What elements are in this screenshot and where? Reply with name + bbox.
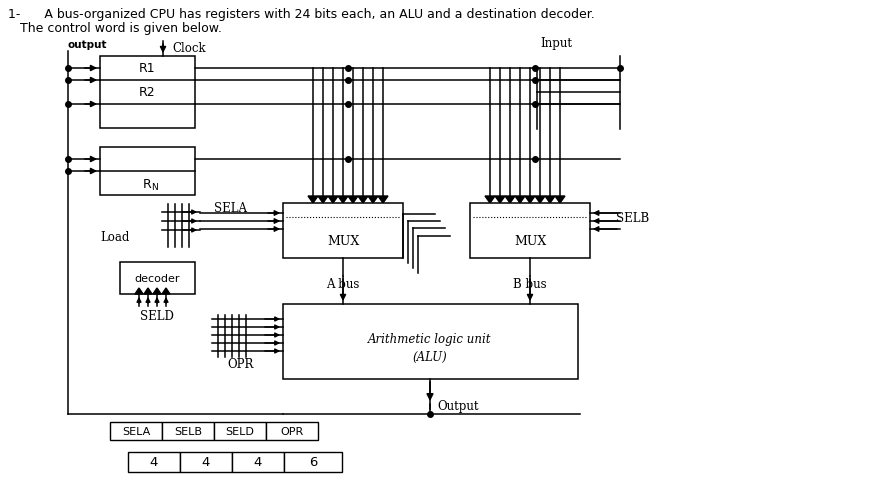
Text: 6: 6 xyxy=(309,455,317,469)
Polygon shape xyxy=(495,197,505,204)
Polygon shape xyxy=(135,288,143,294)
Text: SELA: SELA xyxy=(214,201,247,214)
Polygon shape xyxy=(555,197,565,204)
Text: 4: 4 xyxy=(202,455,210,469)
Text: N: N xyxy=(152,183,158,192)
Text: Input: Input xyxy=(540,36,572,49)
Bar xyxy=(128,452,180,472)
Text: R2: R2 xyxy=(139,86,156,99)
Polygon shape xyxy=(308,197,318,204)
Bar xyxy=(100,57,195,129)
Polygon shape xyxy=(515,197,525,204)
Polygon shape xyxy=(318,197,328,204)
Text: output: output xyxy=(68,40,108,50)
Polygon shape xyxy=(162,288,170,294)
Bar xyxy=(214,422,266,440)
Text: A bus: A bus xyxy=(326,278,360,291)
Text: B bus: B bus xyxy=(514,278,547,291)
Bar xyxy=(283,204,403,258)
Text: R1: R1 xyxy=(139,62,156,76)
Text: (ALU): (ALU) xyxy=(413,350,447,363)
Text: OPR: OPR xyxy=(280,426,303,436)
Text: MUX: MUX xyxy=(327,235,359,248)
Polygon shape xyxy=(545,197,555,204)
Polygon shape xyxy=(348,197,358,204)
Polygon shape xyxy=(338,197,348,204)
Polygon shape xyxy=(328,197,338,204)
Polygon shape xyxy=(525,197,535,204)
Text: The control word is given below.: The control word is given below. xyxy=(8,22,222,35)
Text: SELA: SELA xyxy=(122,426,150,436)
Polygon shape xyxy=(378,197,388,204)
Text: decoder: decoder xyxy=(134,273,179,284)
Text: 4: 4 xyxy=(254,455,263,469)
Text: OPR: OPR xyxy=(228,358,255,371)
Bar xyxy=(283,304,578,379)
Text: SELD: SELD xyxy=(225,426,255,436)
Text: Clock: Clock xyxy=(172,42,206,54)
Text: SELB: SELB xyxy=(616,211,649,224)
Text: 4: 4 xyxy=(149,455,158,469)
Bar xyxy=(232,452,284,472)
Polygon shape xyxy=(535,197,545,204)
Bar xyxy=(284,452,342,472)
Text: SELD: SELD xyxy=(140,309,174,322)
Bar xyxy=(110,422,162,440)
Polygon shape xyxy=(505,197,515,204)
Text: Load: Load xyxy=(101,231,130,244)
Bar xyxy=(162,422,214,440)
Polygon shape xyxy=(368,197,378,204)
Text: Arithmetic logic unit: Arithmetic logic unit xyxy=(369,333,492,346)
Text: 1-      A bus-organized CPU has registers with 24 bits each, an ALU and a destin: 1- A bus-organized CPU has registers wit… xyxy=(8,8,595,21)
Polygon shape xyxy=(358,197,368,204)
Polygon shape xyxy=(144,288,152,294)
Text: SELB: SELB xyxy=(174,426,202,436)
Polygon shape xyxy=(485,197,495,204)
Bar xyxy=(266,422,318,440)
Bar xyxy=(470,204,590,258)
Text: Output: Output xyxy=(437,400,478,413)
Bar xyxy=(120,262,195,294)
Polygon shape xyxy=(153,288,161,294)
Bar xyxy=(180,452,232,472)
Text: R: R xyxy=(142,177,151,190)
Text: MUX: MUX xyxy=(514,235,546,248)
Bar xyxy=(100,148,195,196)
